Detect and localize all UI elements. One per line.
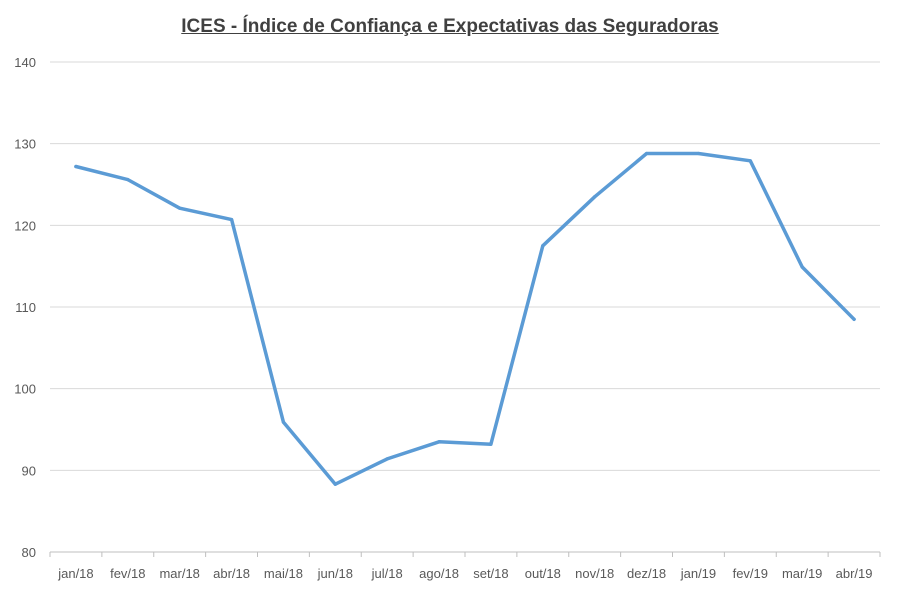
data-point <box>748 159 752 163</box>
x-tick-label: ago/18 <box>419 566 459 581</box>
data-point <box>74 164 78 169</box>
x-tick-label: abr/19 <box>836 566 873 581</box>
y-tick-label: 100 <box>14 382 36 397</box>
data-point <box>178 206 182 210</box>
gridlines <box>50 61 880 471</box>
data-point <box>229 218 234 222</box>
y-tick-label: 130 <box>14 137 36 152</box>
x-tick-label: mar/18 <box>159 566 199 581</box>
data-point <box>644 151 649 156</box>
data-point <box>333 482 337 486</box>
y-tick-label: 90 <box>22 463 36 478</box>
x-tick-label: jul/18 <box>371 566 403 581</box>
data-point <box>385 457 389 461</box>
x-tick-label: fev/18 <box>110 566 145 581</box>
x-tick-label: set/18 <box>473 566 508 581</box>
x-tick-label: mai/18 <box>264 566 303 581</box>
x-tick-label: nov/18 <box>575 566 614 581</box>
y-tick-label: 140 <box>14 55 36 70</box>
tick-labels: 80 90 100 110 120 130 140 jan/18 fev/18 mar/18 abr… <box>14 55 872 581</box>
data-point <box>281 420 286 424</box>
x-tick-label: jun/18 <box>317 566 353 581</box>
data-point <box>696 151 701 156</box>
x-tick-label: jan/18 <box>57 566 93 581</box>
data-point <box>541 244 545 248</box>
y-tick-label: 110 <box>15 300 36 315</box>
x-tick-label: dez/18 <box>627 566 666 581</box>
data-point <box>126 178 130 182</box>
x-tick-label: jan/19 <box>680 566 716 581</box>
x-tick-label: abr/18 <box>213 566 250 581</box>
axes <box>49 551 881 557</box>
data-point <box>852 317 856 321</box>
series-layer <box>74 151 856 486</box>
x-tick-label: fev/19 <box>733 566 768 581</box>
chart-title: ICES - Índice de Confiança e Expectativa… <box>181 16 719 37</box>
data-point <box>489 442 493 446</box>
x-tick-label: mar/19 <box>782 566 822 581</box>
data-point <box>437 440 441 444</box>
data-point <box>800 265 804 269</box>
series-line <box>74 151 856 486</box>
y-tick-label: 80 <box>22 545 36 560</box>
x-tick-label: out/18 <box>525 566 561 581</box>
data-point <box>593 195 597 199</box>
y-tick-label: 120 <box>14 218 36 233</box>
